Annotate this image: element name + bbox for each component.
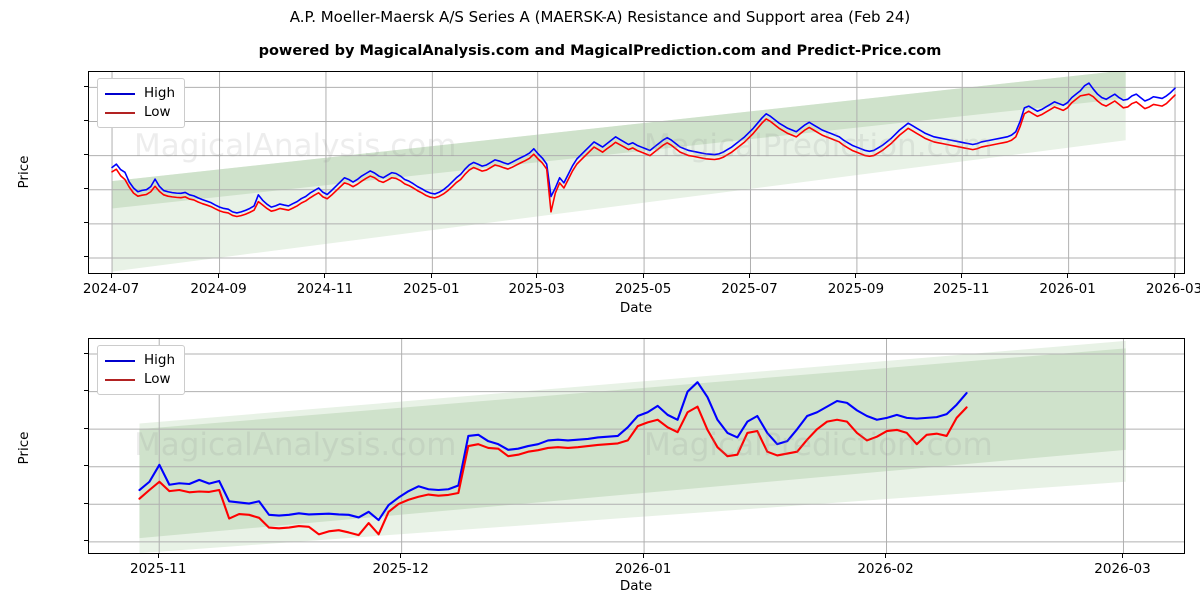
x-tick-label: 2025-09 xyxy=(827,281,885,297)
y-tick-mark xyxy=(84,154,88,156)
x-tick-label: 2026-02 xyxy=(857,561,914,577)
x-tick-mark xyxy=(536,274,538,278)
upper-chart-legend: High Low xyxy=(97,78,186,128)
y-tick-mark xyxy=(84,188,88,190)
lower-chart-legend: High Low xyxy=(97,345,186,395)
y-tick-mark xyxy=(84,85,88,87)
legend-label-high: High xyxy=(144,351,176,368)
y-tick-mark xyxy=(84,540,88,542)
x-tick-mark xyxy=(157,554,159,558)
x-tick-label: 2024-07 xyxy=(82,281,140,297)
legend-item-high: High xyxy=(105,351,175,370)
x-tick-mark xyxy=(324,274,326,278)
lower-chart-panel: Price 120001300014000150001600017000 Mag… xyxy=(0,320,1200,600)
legend-label-low: Low xyxy=(144,370,171,387)
x-tick-mark xyxy=(430,274,432,278)
x-tick-mark xyxy=(885,554,887,558)
x-tick-label: 2025-03 xyxy=(508,281,565,297)
x-tick-label: 2025-11 xyxy=(130,561,187,577)
x-tick-mark xyxy=(748,274,750,278)
x-tick-label: 2025-12 xyxy=(372,561,429,577)
y-tick-mark xyxy=(84,222,88,224)
legend-swatch-high xyxy=(105,359,135,362)
x-tick-label: 2025-05 xyxy=(614,281,672,297)
y-tick-mark xyxy=(84,119,88,121)
legend-label-low: Low xyxy=(144,103,171,120)
legend-item-high: High xyxy=(105,84,175,103)
x-tick-mark xyxy=(218,274,220,278)
legend-item-low: Low xyxy=(105,370,175,389)
lower-x-ticks: 2025-11 2025-12 2026-01 2026-02 2026-03 xyxy=(0,320,1200,600)
upper-chart-panel: Price 6000800010000120001400016000 Magic… xyxy=(0,0,1200,320)
x-tick-mark xyxy=(400,554,402,558)
x-tick-mark xyxy=(642,554,644,558)
x-tick-mark xyxy=(960,274,962,278)
lower-x-axis-title: Date xyxy=(619,578,653,594)
x-tick-mark xyxy=(642,274,644,278)
x-tick-label: 2024-11 xyxy=(296,281,354,297)
legend-swatch-low xyxy=(105,378,135,381)
y-tick-mark xyxy=(84,352,88,354)
x-tick-label: 2026-03 xyxy=(1094,561,1151,577)
y-tick-mark xyxy=(84,427,88,429)
y-tick-mark xyxy=(84,465,88,467)
legend-label-high: High xyxy=(144,84,176,101)
x-tick-mark xyxy=(1121,554,1123,558)
legend-swatch-low xyxy=(105,111,135,114)
x-tick-label: 2024-09 xyxy=(190,281,247,297)
x-tick-label: 2025-01 xyxy=(403,281,460,297)
x-tick-label: 2026-03 xyxy=(1145,281,1200,297)
legend-item-low: Low xyxy=(105,103,175,122)
page-subtitle: powered by MagicalAnalysis.com and Magic… xyxy=(258,43,942,59)
upper-x-axis-title: Date xyxy=(619,300,653,316)
x-tick-label: 2026-01 xyxy=(614,561,672,577)
upper-y-ticks: 6000800010000120001400016000 xyxy=(0,0,88,320)
page-title: A.P. Moeller-Maersk A/S Series A (MAERSK… xyxy=(289,8,911,26)
upper-chart-svg xyxy=(89,72,1184,273)
lower-chart-svg xyxy=(89,339,1184,553)
x-tick-label: 2025-07 xyxy=(721,281,778,297)
y-tick-mark xyxy=(84,390,88,392)
y-tick-mark xyxy=(84,502,88,504)
x-tick-mark xyxy=(110,274,112,278)
x-tick-mark xyxy=(1067,274,1069,278)
legend-swatch-high xyxy=(105,92,135,95)
lower-plot-area: MagicalAnalysis.com MagicalPrediction.co… xyxy=(88,338,1185,554)
x-tick-mark xyxy=(855,274,857,278)
x-tick-mark xyxy=(1173,274,1175,278)
x-tick-label: 2026-01 xyxy=(1039,281,1096,297)
upper-x-ticks: 2024-07 2024-09 2024-11 2025-01 2025-03 2025-… xyxy=(82,274,1200,297)
y-tick-mark xyxy=(84,256,88,258)
lower-y-ticks: 120001300014000150001600017000 xyxy=(0,320,88,600)
x-tick-label: 2025-11 xyxy=(933,281,990,297)
